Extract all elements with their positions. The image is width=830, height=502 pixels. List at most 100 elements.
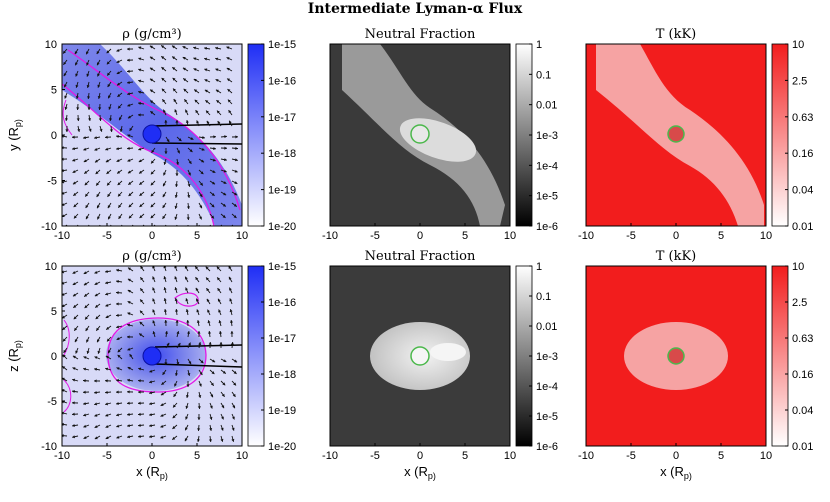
velocity-arrow-head [116,424,120,428]
velocity-arrow-head [233,226,236,229]
velocity-arrow-head [201,159,205,163]
velocity-arrow-head [162,215,166,219]
velocity-arrow-head [128,267,132,271]
velocity-arrow-head [206,120,210,124]
velocity-arrow-head [105,355,109,359]
y-axis-label: z (Rp) [6,340,23,372]
velocity-arrow-head [94,159,98,163]
velocity-arrow-head [72,378,76,382]
velocity-arrow-head [172,56,176,60]
velocity-arrow-head [199,216,202,220]
velocity-arrow-head [94,413,98,417]
velocity-arrow-head [215,68,219,72]
velocity-arrow-head [182,46,186,49]
velocity-arrow-head [149,45,153,49]
colorbar-tick-label: 10 [792,39,804,51]
y-tick-label: -10 [41,441,57,453]
velocity-arrow-head [185,416,189,420]
velocity-arrow-head [139,310,143,314]
velocity-arrow-head [127,146,130,150]
velocity-arrow-head [193,68,197,72]
velocity-arrow-head [222,203,226,207]
velocity-arrow-head [127,47,130,51]
velocity-arrow-head [188,160,192,164]
velocity-arrow-head [72,135,75,139]
velocity-arrow-head [94,379,97,383]
velocity-arrow-head [234,181,238,184]
velocity-arrow-head [163,161,167,165]
x-tick-label: 10 [236,450,248,462]
velocity-arrow-head [150,182,154,186]
velocity-arrow-head [73,192,77,196]
velocity-arrow-head [138,401,141,405]
velocity-arrow-head [118,204,122,208]
velocity-arrow-head [206,110,209,114]
velocity-arrow-head [118,105,121,109]
velocity-arrow-head [64,118,69,121]
colorbar-tick-label: 2.5 [792,297,807,309]
colorbar-tick-label: 1e-18 [268,148,296,160]
velocity-arrow-head [72,147,75,151]
velocity-arrow-head [75,73,79,77]
velocity-arrow-head [86,51,89,55]
velocity-arrow-head [97,96,101,99]
velocity-arrow-head [200,171,204,175]
velocity-arrow-head [62,191,65,195]
velocity-arrow-head [105,402,109,406]
velocity-arrow-head [86,73,90,77]
velocity-arrow-head [174,298,178,301]
velocity-arrow-head [99,128,103,132]
planet-marker [410,124,430,144]
velocity-arrow-head [76,107,80,110]
velocity-arrow-head [118,193,121,197]
velocity-arrow-head [178,138,182,142]
velocity-arrow-head [172,415,176,419]
velocity-arrow-head [149,402,152,406]
velocity-arrow-head [161,67,165,70]
velocity-arrow-head [72,282,76,286]
velocity-arrow-head [209,416,213,420]
velocity-arrow-head [97,73,100,77]
colorbar-tick-label: 1 [536,39,542,51]
planet-marker [142,346,162,366]
velocity-arrow-head [83,390,86,394]
velocity-arrow-head [215,79,219,82]
velocity-arrow-head [164,320,168,323]
colorbar-tick-label: 0.16 [792,148,813,160]
colorbar-tick-label: 0.01 [792,221,813,233]
planet-marker [410,346,430,366]
velocity-arrow-head [73,215,77,219]
velocity-arrow-head [116,159,120,162]
velocity-arrow-head [174,276,178,280]
velocity-arrow-head [220,438,224,442]
velocity-arrow-head [138,101,141,105]
velocity-arrow-head [174,195,178,198]
velocity-arrow-head [138,147,142,151]
velocity-arrow-head [106,61,110,65]
velocity-arrow-head [150,89,154,93]
velocity-arrow-head [232,393,236,397]
velocity-arrow-head [127,401,130,405]
velocity-arrow-head [201,147,205,151]
velocity-arrow-head [233,215,237,218]
velocity-arrow-head [228,276,232,280]
colorbar-tick-label: 1e-5 [536,191,558,203]
velocity-arrow-head [116,71,120,75]
velocity-arrow-head [160,413,164,417]
velocity-arrow-head [105,159,109,163]
velocity-arrow-head [119,227,122,230]
velocity-arrow-head [163,276,167,280]
velocity-arrow-head [72,181,76,185]
velocity-arrow-head [62,180,65,184]
velocity-arrow-head [129,127,133,131]
velocity-arrow-head [174,266,178,269]
velocity-arrow-head [138,68,142,72]
velocity-arrow-head [127,158,131,162]
velocity-arrow-head [105,379,108,383]
velocity-arrow-head [222,382,226,386]
velocity-arrow-head [72,158,76,162]
tail-line [154,344,242,348]
velocity-arrow-head [161,77,165,81]
velocity-arrow-head [188,172,191,176]
velocity-arrow-head [94,282,98,285]
